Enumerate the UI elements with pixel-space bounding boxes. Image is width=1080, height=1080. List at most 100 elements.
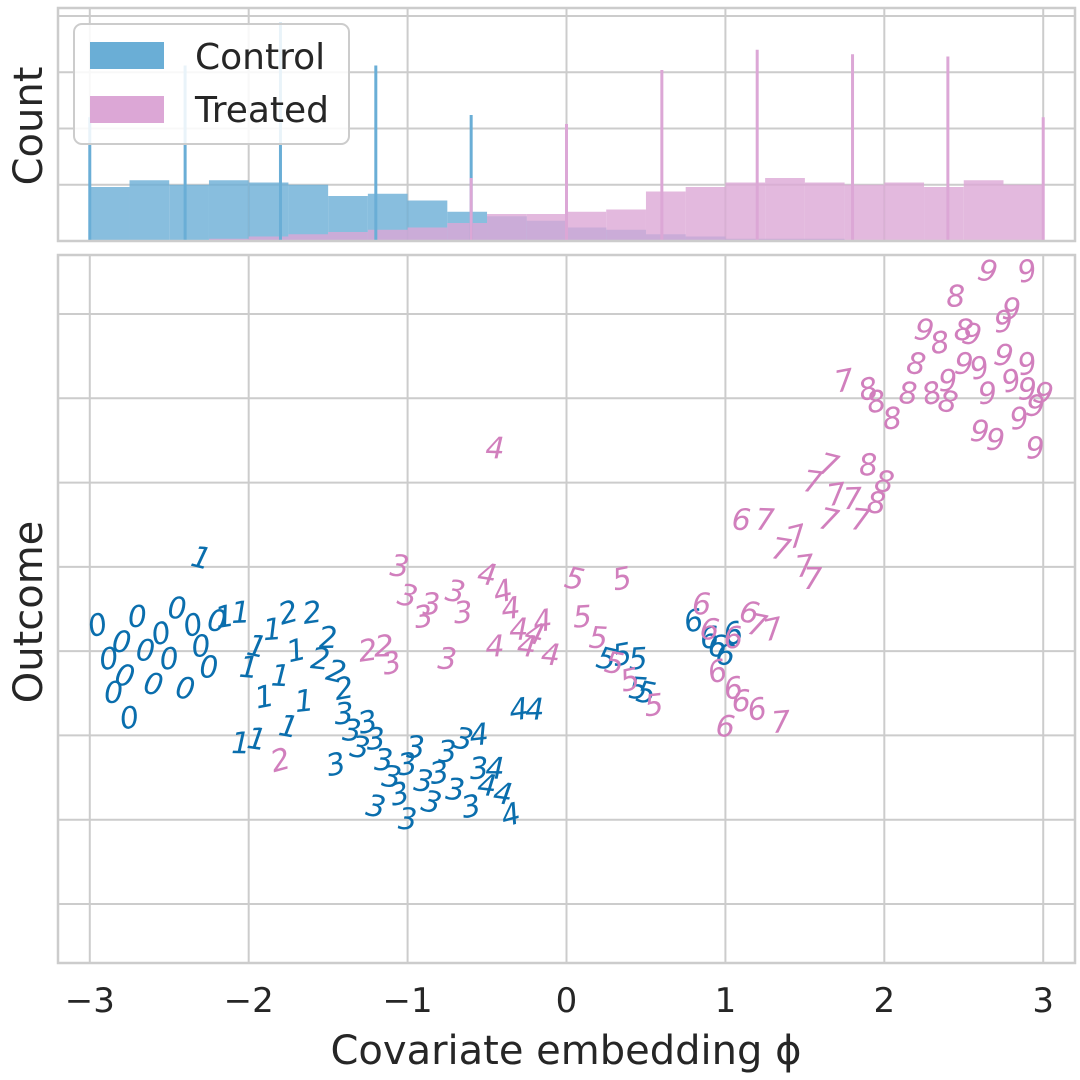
histogram-spike-treated	[851, 54, 855, 241]
scatter-point-treated: 4	[485, 431, 505, 467]
scatter-point-control: 3	[334, 696, 355, 732]
scatter-point-control: 3	[365, 721, 387, 758]
scatter-point-treated: 6	[731, 684, 751, 719]
scatter-point-treated: 7	[770, 705, 792, 742]
scatter-point-control: 3	[397, 802, 418, 838]
scatter-point-treated: 9	[985, 423, 1005, 459]
histogram-bar-treated	[645, 191, 686, 241]
legend: Control Treated	[73, 23, 350, 145]
histogram-spike-control	[374, 65, 378, 241]
scatter-point-control: 1	[270, 658, 291, 694]
scatter-point-treated: 7	[793, 548, 816, 585]
scatter-point-treated: 8	[866, 486, 887, 522]
scatter-panel: 0000000000000000011111111111112222223333…	[6, 253, 1077, 1074]
histogram-bar-control	[288, 184, 329, 241]
scatter-grid	[58, 255, 1075, 963]
scatter-point-control: 3	[341, 713, 362, 749]
scatter-point-treated: 8	[904, 346, 928, 383]
scatter-point-treated: 4	[485, 629, 505, 665]
scatter-point-treated: 9	[1018, 372, 1037, 407]
scatter-point-treated: 6	[698, 611, 722, 648]
histogram-bar-treated	[765, 178, 805, 241]
scatter-point-control: 0	[127, 599, 148, 635]
histogram-spike-treated	[1041, 117, 1045, 241]
histogram-bar-treated	[685, 187, 726, 241]
scatter-point-control: 1	[231, 595, 251, 631]
scatter-point-control: 2	[309, 641, 332, 678]
scatter-point-treated: 5	[588, 621, 609, 657]
scatter-point-treated: 5	[643, 688, 666, 725]
histogram-spike-treated	[660, 70, 664, 241]
histogram-bar-treated	[963, 180, 1004, 241]
scatter-point-control: 0	[135, 633, 156, 669]
scatter-point-treated: 7	[849, 502, 871, 539]
scatter-point-control: 1	[293, 683, 316, 720]
scatter-point-treated: 6	[731, 502, 752, 538]
scatter-point-treated: 9	[937, 363, 958, 399]
scatter-point-treated: 7	[803, 562, 822, 597]
x-tick-label: −3	[65, 981, 115, 1021]
scatter-point-control: 1	[262, 612, 283, 648]
scatter-point-treated: 6	[692, 587, 712, 622]
scatter-point-treated: 9	[969, 414, 991, 451]
scatter-point-control: 4	[468, 717, 491, 754]
histogram-bar-treated	[447, 223, 488, 241]
x-tick-label: 3	[1032, 981, 1054, 1021]
x-tick-label: 1	[715, 981, 737, 1021]
histogram-bar-treated	[804, 182, 845, 241]
histogram-spike-treated	[565, 124, 568, 241]
scatter-point-treated: 7	[842, 482, 862, 518]
scatter-point-treated: 6	[723, 621, 744, 657]
scatter-point-control: 5	[627, 671, 648, 707]
scatter-point-control: 0	[205, 603, 228, 640]
scatter-point-treated: 9	[953, 346, 974, 382]
scatter-point-treated: 8	[858, 448, 879, 484]
scatter-point-control: 0	[110, 624, 133, 661]
scatter-point-treated: 8	[928, 325, 952, 362]
histogram-bar-treated	[606, 209, 646, 241]
scatter-point-treated: 3	[421, 587, 442, 623]
histogram-bar-treated	[487, 214, 527, 241]
scatter-point-control: 3	[444, 772, 466, 809]
histogram-spike-treated	[946, 56, 950, 241]
scatter-point-control: 0	[167, 591, 187, 627]
histogram-bar-treated	[288, 234, 329, 241]
scatter-point-treated: 5	[572, 599, 593, 635]
scatter-points: 0000000000000000011111111111112222223333…	[84, 253, 1057, 838]
histogram-panel: Count Control Treated	[6, 6, 1077, 243]
scatter-point-treated: 9	[1008, 401, 1031, 438]
histogram-bar-treated	[1003, 184, 1044, 241]
histogram-bar-control	[208, 180, 249, 241]
scatter-point-control: 4	[491, 776, 515, 813]
scatter-point-treated: 8	[881, 401, 904, 438]
scatter-point-control: 5	[628, 642, 649, 678]
scatter-frame	[56, 253, 1077, 965]
scatter-point-control: 0	[189, 628, 212, 665]
histogram-bar-control	[169, 184, 209, 241]
histogram-spike-control	[88, 117, 92, 241]
scatter-point-treated: 9	[1025, 431, 1045, 467]
scatter-point-control: 6	[707, 629, 727, 665]
scatter-point-control: 2	[318, 621, 338, 656]
histogram-bars	[88, 22, 1045, 241]
histogram-bar-treated	[367, 229, 408, 241]
x-tick-label: −1	[383, 981, 433, 1021]
scatter-point-control: 4	[476, 768, 499, 805]
scatter-point-treated: 8	[898, 376, 918, 411]
scatter-point-control: 4	[507, 691, 531, 728]
x-tick-label: 0	[556, 981, 578, 1021]
scatter-point-control: 3	[468, 751, 489, 787]
scatter-point-control: 1	[231, 726, 251, 761]
scatter-point-treated: 4	[540, 637, 562, 674]
x-axis-label: Covariate embedding ϕ	[331, 1028, 802, 1074]
x-tick-labels: −3 −2 −1 0 1 2 3	[65, 981, 1054, 1021]
histogram-spike-treated	[469, 178, 473, 241]
scatter-point-treated: 2	[356, 632, 380, 669]
scatter-point-treated: 8	[946, 279, 966, 314]
scatter-point-control: 3	[406, 731, 425, 766]
histogram-bar-control	[129, 180, 170, 241]
scatter-point-treated: 9	[1001, 292, 1022, 328]
histogram-bar-treated	[407, 227, 448, 241]
legend-swatch-control	[90, 42, 164, 69]
